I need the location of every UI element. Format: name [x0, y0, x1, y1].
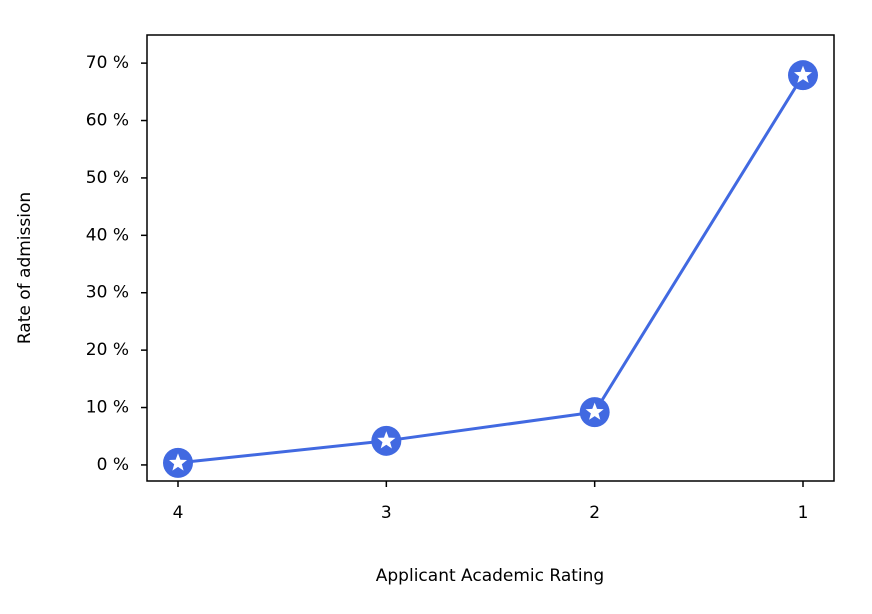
y-tick-label: 50 %	[86, 168, 129, 188]
marker-star	[794, 65, 812, 83]
y-tick-label: 20 %	[86, 340, 129, 360]
y-tick-label: 40 %	[86, 225, 129, 245]
y-axis-label: Rate of admission	[15, 192, 35, 344]
x-tick-label: 2	[589, 503, 600, 523]
y-tick-label: 0 %	[97, 455, 129, 475]
x-tick-label: 4	[173, 503, 184, 523]
y-tick-label: 70 %	[86, 53, 129, 73]
marker-star	[585, 402, 604, 420]
y-tick-label: 30 %	[86, 283, 129, 303]
marker-star	[169, 453, 187, 471]
y-tick-label: 60 %	[86, 111, 129, 131]
series-line	[177, 74, 805, 465]
x-tick-label: 3	[381, 503, 392, 523]
x-tick-label: 1	[798, 503, 809, 523]
x-axis-label: Applicant Academic Rating	[376, 566, 604, 586]
plot-frame	[146, 34, 835, 482]
y-tick-label: 10 %	[86, 398, 129, 418]
marker-star	[377, 431, 396, 449]
